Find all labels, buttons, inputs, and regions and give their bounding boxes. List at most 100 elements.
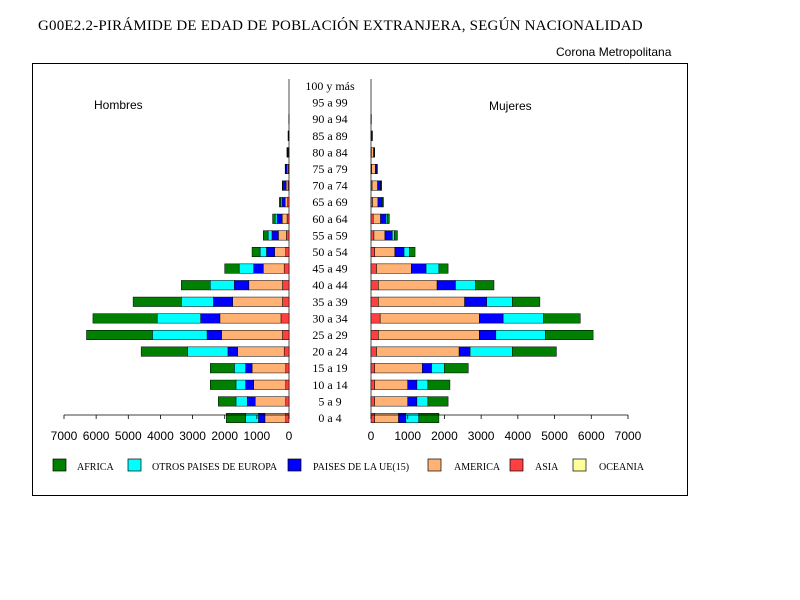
bar-men-45-a-49-asia bbox=[283, 263, 290, 274]
bar-men-10-a-14-africa bbox=[210, 379, 237, 390]
bar-women-55-a-59-otros-paises-de-europa bbox=[392, 230, 395, 241]
bar-women-10-a-14-paises-de-la-ue-15- bbox=[407, 379, 418, 390]
bar-men-40-a-44-africa bbox=[181, 280, 211, 291]
bar-men-60-a-64-africa bbox=[272, 213, 276, 224]
bar-men-60-a-64-asia bbox=[286, 213, 290, 224]
legend-swatch-asia bbox=[509, 458, 524, 472]
bar-men-50-a-54-africa bbox=[251, 247, 261, 257]
age-label: 5 a 9 bbox=[318, 394, 341, 408]
bar-women-5-a-9-america bbox=[374, 396, 408, 407]
bar-women-10-a-14-america bbox=[374, 379, 408, 390]
right-x-tick-label: 0 bbox=[368, 429, 375, 443]
right-x-tick-label: 7000 bbox=[615, 429, 642, 443]
bar-women-40-a-44-asia bbox=[370, 280, 379, 291]
bar-men-55-a-59-america bbox=[278, 230, 287, 241]
bar-men-15-a-19-paises-de-la-ue-15- bbox=[245, 363, 253, 374]
bar-women-15-a-19-paises-de-la-ue-15- bbox=[422, 363, 432, 374]
bar-women-65-a-69-africa bbox=[382, 197, 384, 208]
chart-frame: Hombres Mujeres 0 a 4 5 a 9 10 a 14 15 a 19 20… bbox=[32, 63, 688, 496]
bar-women-55-a-59-africa bbox=[394, 230, 398, 241]
bar-women-65-a-69-america bbox=[372, 197, 379, 208]
population-pyramid-chart: Hombres Mujeres 0 a 4 5 a 9 10 a 14 15 a 19 20… bbox=[51, 79, 645, 473]
age-label: 90 a 94 bbox=[312, 112, 347, 126]
side-label-men: Hombres bbox=[94, 98, 143, 112]
age-label: 35 a 39 bbox=[312, 295, 347, 309]
bar-men-5-a-9-africa bbox=[218, 396, 237, 407]
age-label: 50 a 54 bbox=[312, 245, 347, 259]
bar-men-35-a-39-africa bbox=[132, 296, 182, 307]
bar-women-55-a-59-america bbox=[373, 230, 386, 241]
legend-swatch-paises-de-la-ue-15- bbox=[287, 458, 302, 472]
bar-women-40-a-44-america bbox=[378, 280, 438, 291]
age-label: 95 a 99 bbox=[312, 96, 347, 110]
bar-men-10-a-14-america bbox=[253, 379, 287, 390]
bar-women-25-a-29-paises-de-la-ue-15- bbox=[479, 330, 497, 340]
bar-men-30-a-34-africa bbox=[92, 313, 158, 324]
bar-men-30-a-34-otros-paises-de-europa bbox=[156, 313, 201, 324]
legend-swatch-oceania bbox=[572, 458, 587, 472]
bar-men-70-a-74-africa bbox=[282, 180, 284, 191]
right-x-tick-label: 2000 bbox=[431, 429, 458, 443]
bar-women-20-a-24-america bbox=[376, 346, 460, 357]
bar-men-25-a-29-america bbox=[221, 330, 283, 340]
bar-men-40-a-44-america bbox=[248, 280, 283, 291]
legend-swatch-america bbox=[427, 458, 442, 472]
age-label: 55 a 59 bbox=[312, 228, 347, 242]
bar-men-15-a-19-asia bbox=[285, 363, 290, 374]
bar-men-50-a-54-otros-paises-de-europa bbox=[259, 247, 267, 257]
bar-men-45-a-49-paises-de-la-ue-15- bbox=[253, 263, 264, 274]
bar-women-35-a-39-paises-de-la-ue-15- bbox=[464, 296, 487, 307]
right-x-tick-label: 1000 bbox=[394, 429, 421, 443]
bar-women-60-a-64-asia bbox=[370, 213, 374, 224]
left-x-tick-label: 0 bbox=[286, 429, 293, 443]
bar-women-5-a-9-otros-paises-de-europa bbox=[416, 396, 429, 407]
bar-men-70-a-74-america bbox=[285, 180, 289, 191]
bar-women-20-a-24-africa bbox=[512, 346, 557, 357]
bar-women-30-a-34-america bbox=[379, 313, 480, 324]
age-label: 40 a 44 bbox=[312, 278, 347, 292]
left-x-tick-label: 7000 bbox=[51, 429, 78, 443]
bar-women-40-a-44-africa bbox=[475, 280, 495, 291]
bar-women-70-a-74-paises-de-la-ue-15- bbox=[377, 180, 381, 191]
age-label: 60 a 64 bbox=[312, 212, 347, 226]
bar-men-25-a-29-otros-paises-de-europa bbox=[152, 330, 208, 340]
bar-women-45-a-49-otros-paises-de-europa bbox=[425, 263, 440, 274]
bar-men-10-a-14-otros-paises-de-europa bbox=[235, 379, 246, 390]
bar-men-20-a-24-america bbox=[237, 346, 285, 357]
bar-women-60-a-64-africa bbox=[387, 213, 390, 224]
left-x-tick-label: 4000 bbox=[147, 429, 174, 443]
side-label-women: Mujeres bbox=[489, 99, 532, 113]
bar-men-40-a-44-paises-de-la-ue-15- bbox=[234, 280, 250, 291]
left-x-tick-label: 2000 bbox=[211, 429, 238, 443]
bar-women-35-a-39-asia bbox=[370, 296, 379, 307]
bar-women-30-a-34-asia bbox=[370, 313, 381, 324]
age-label: 70 a 74 bbox=[312, 179, 347, 193]
bar-women-70-a-74-america bbox=[371, 180, 378, 191]
bar-men-45-a-49-otros-paises-de-europa bbox=[238, 263, 254, 274]
bar-women-5-a-9-paises-de-la-ue-15- bbox=[407, 396, 418, 407]
legend-swatch-africa bbox=[52, 458, 67, 472]
bar-women-70-a-74-africa bbox=[380, 180, 382, 191]
bar-men-65-a-69-paises-de-la-ue-15- bbox=[281, 197, 286, 208]
bar-women-60-a-64-paises-de-la-ue-15- bbox=[380, 213, 387, 224]
bar-men-65-a-69-america bbox=[284, 197, 288, 208]
bar-men-5-a-9-otros-paises-de-europa bbox=[235, 396, 248, 407]
bar-women-75-a-79-america bbox=[371, 164, 376, 174]
bar-men-5-a-9-america bbox=[255, 396, 287, 407]
right-x-tick-label: 4000 bbox=[505, 429, 532, 443]
bar-women-5-a-9-asia bbox=[370, 396, 375, 407]
bar-women-45-a-49-asia bbox=[370, 263, 377, 274]
bar-men-50-a-54-america bbox=[274, 247, 287, 257]
age-label: 65 a 69 bbox=[312, 195, 347, 209]
left-x-tick-label: 1000 bbox=[244, 429, 271, 443]
bar-women-20-a-24-otros-paises-de-europa bbox=[469, 346, 513, 357]
right-x-tick-label: 3000 bbox=[468, 429, 495, 443]
age-label: 100 y más bbox=[305, 79, 355, 93]
bar-men-20-a-24-africa bbox=[140, 346, 189, 357]
bar-men-20-a-24-asia bbox=[283, 346, 290, 357]
bar-men-20-a-24-otros-paises-de-europa bbox=[187, 346, 229, 357]
age-label: 85 a 89 bbox=[312, 129, 347, 143]
bar-women-15-a-19-otros-paises-de-europa bbox=[431, 363, 445, 374]
bar-men-40-a-44-asia bbox=[282, 280, 290, 291]
bar-women-55-a-59-paises-de-la-ue-15- bbox=[384, 230, 393, 241]
